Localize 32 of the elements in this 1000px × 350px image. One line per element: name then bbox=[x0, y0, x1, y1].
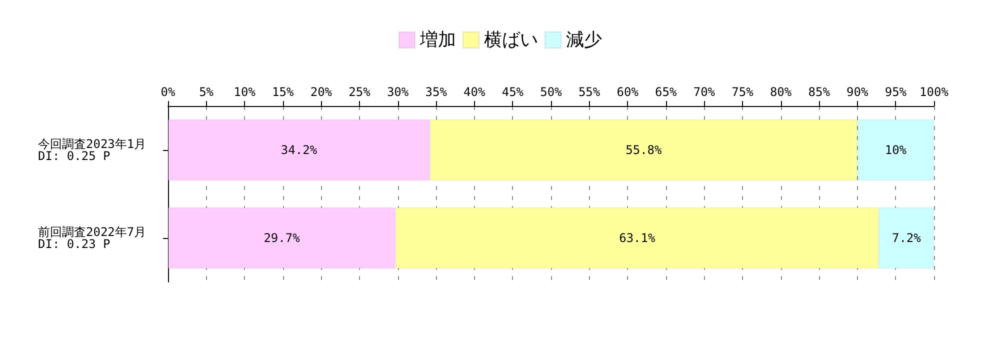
data-label: 34.2% bbox=[280, 143, 318, 157]
legend-label: 横ばい bbox=[484, 30, 538, 50]
x-tick-label: 70% bbox=[693, 85, 716, 99]
data-label: 55.8% bbox=[626, 143, 663, 157]
x-tick-label: 65% bbox=[655, 85, 678, 99]
x-tick-label: 10% bbox=[234, 85, 256, 99]
x-tick-label: 30% bbox=[386, 85, 410, 99]
x-tick-label: 80% bbox=[770, 85, 792, 99]
x-tick-label: 45% bbox=[502, 85, 524, 99]
x-tick-label: 60% bbox=[616, 85, 640, 99]
x-tick-label: 0% bbox=[160, 85, 176, 99]
x-tick-label: 15% bbox=[272, 85, 295, 99]
x-tick-label: 55% bbox=[578, 85, 601, 99]
data-label: 63.1% bbox=[619, 231, 656, 245]
x-tick-label: 35% bbox=[425, 85, 448, 99]
x-tick-label: 85% bbox=[808, 85, 831, 99]
y-tick-label: 前回調査2022年7月 DI: 0.23 P bbox=[38, 225, 146, 251]
x-tick-label: 100% bbox=[920, 85, 950, 99]
legend-label: 増加 bbox=[419, 30, 456, 50]
x-tick-label: 40% bbox=[464, 85, 486, 99]
data-label: 10% bbox=[884, 143, 908, 157]
x-tick-label: 95% bbox=[884, 85, 908, 99]
y-tick-label: 今回調査2023年1月 DI: 0.25 P bbox=[38, 137, 146, 163]
x-tick-label: 75% bbox=[732, 85, 754, 99]
legend-label: 減少 bbox=[566, 30, 602, 50]
x-tick-label: 50% bbox=[540, 85, 563, 99]
x-tick-label: 5% bbox=[199, 85, 214, 99]
data-label: 29.7% bbox=[264, 231, 301, 245]
x-tick-label: 20% bbox=[310, 85, 333, 99]
data-label: 7.2% bbox=[892, 231, 922, 245]
x-tick-label: 25% bbox=[348, 85, 372, 99]
x-tick-label: 90% bbox=[846, 85, 870, 99]
